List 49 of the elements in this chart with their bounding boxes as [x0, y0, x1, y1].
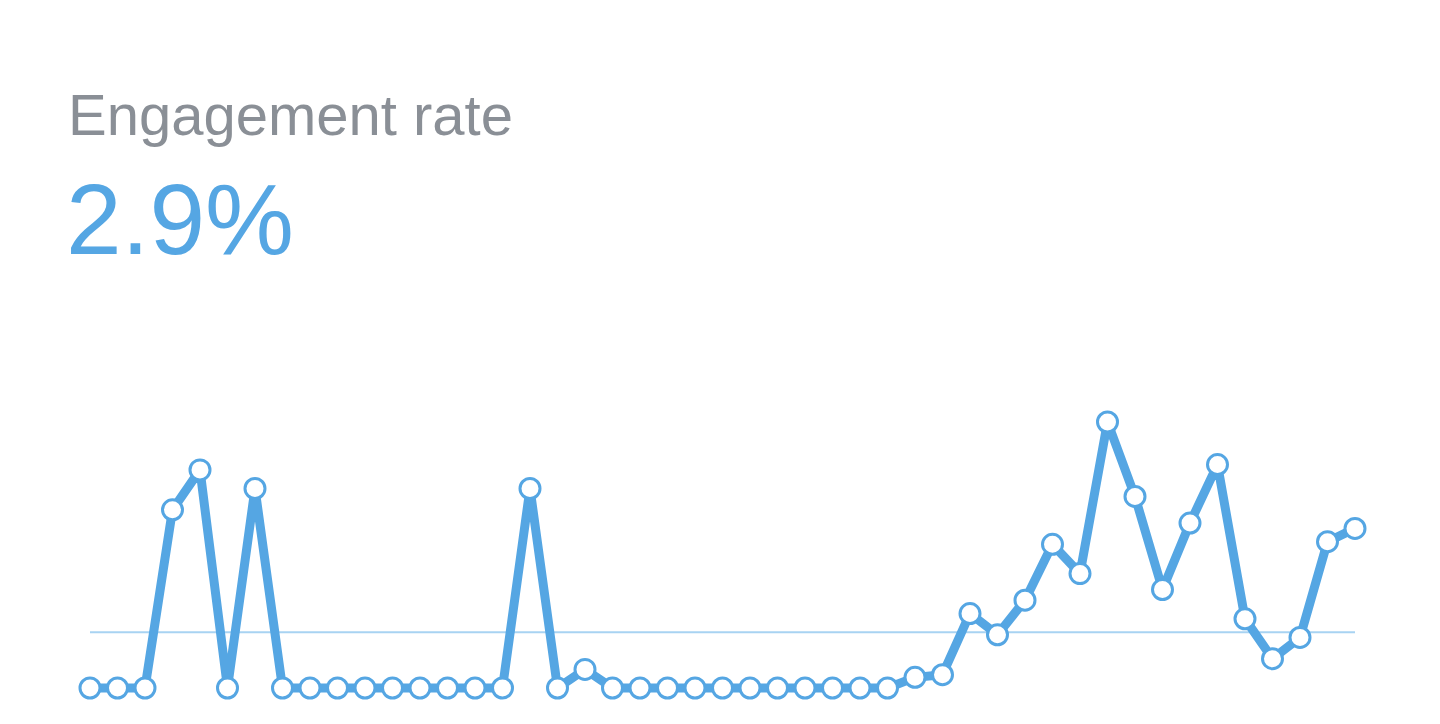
- point: [1233, 607, 1257, 631]
- point: [161, 498, 184, 522]
- point: [1288, 625, 1312, 649]
- point: [106, 676, 129, 700]
- point: [1261, 647, 1284, 671]
- point: [931, 663, 954, 687]
- point: [656, 676, 679, 700]
- point: [1206, 453, 1229, 477]
- point: [491, 676, 514, 700]
- point: [1123, 484, 1147, 508]
- point: [903, 665, 927, 689]
- point: [876, 676, 899, 700]
- point: [1316, 530, 1339, 554]
- point: [766, 676, 789, 700]
- point: [738, 676, 762, 700]
- point: [1178, 511, 1202, 535]
- point: [683, 676, 707, 700]
- point: [463, 676, 487, 700]
- point: [78, 676, 102, 700]
- point: [711, 676, 734, 700]
- point: [958, 602, 982, 626]
- point: [326, 676, 349, 700]
- point: [601, 676, 624, 700]
- point: [298, 676, 322, 700]
- point: [436, 676, 459, 700]
- point: [1013, 588, 1037, 612]
- point: [188, 458, 212, 482]
- point: [1068, 562, 1092, 586]
- point: [1096, 410, 1119, 434]
- point: [628, 676, 652, 700]
- chart-title: Engagement rate: [68, 82, 513, 147]
- point: [518, 477, 542, 500]
- point: [1041, 532, 1064, 556]
- chart-subtitle: 2.9%: [66, 163, 294, 275]
- point: [793, 676, 817, 700]
- point: [821, 676, 844, 700]
- point: [243, 477, 267, 500]
- point: [353, 676, 377, 700]
- point: [271, 676, 294, 700]
- point: [986, 623, 1009, 647]
- point: [573, 657, 597, 681]
- point: [408, 676, 432, 700]
- point: [381, 676, 404, 700]
- point: [546, 676, 569, 700]
- point: [216, 676, 239, 700]
- point: [1343, 516, 1367, 540]
- point: [848, 676, 872, 700]
- point: [1151, 578, 1174, 602]
- point: [133, 676, 157, 700]
